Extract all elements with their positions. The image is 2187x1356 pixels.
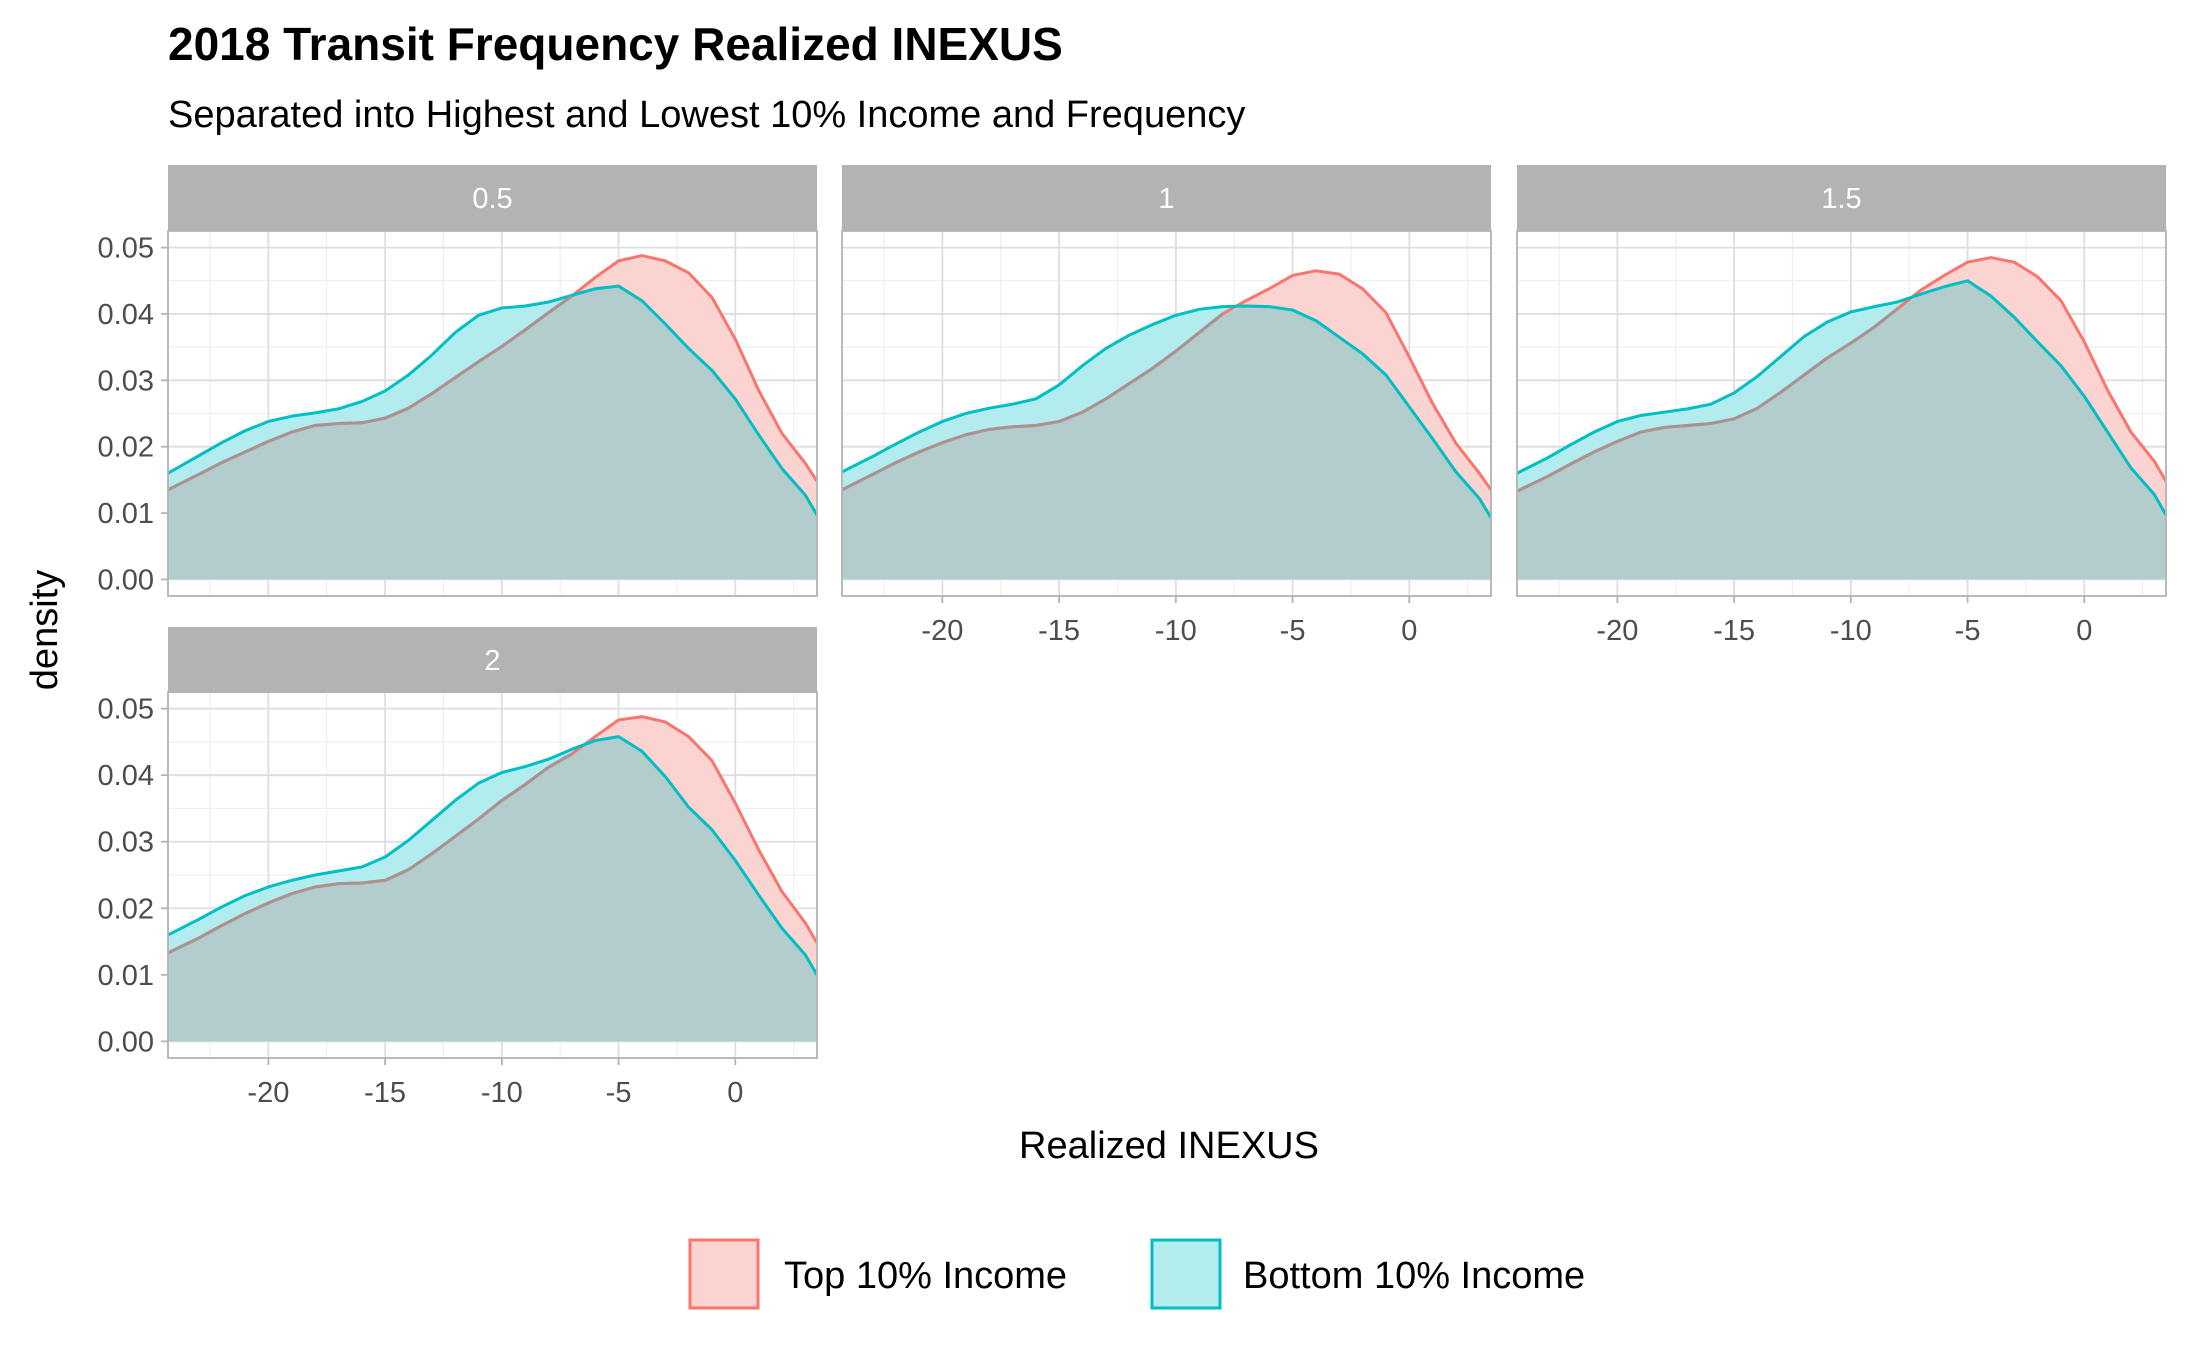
panel-border [167,691,818,1059]
facet-panel-1: 1 -20 -15 -10 -5 0 [841,165,1492,647]
x-tick-label: -15 [364,1077,406,1109]
facet-strip-label: 0.5 [472,183,512,215]
density-areas [168,254,817,580]
y-axis-title: density [24,570,66,690]
density-line-top-occluded [1517,307,1899,493]
x-tick-label: -20 [247,1077,289,1109]
facet-strip [1517,165,2166,231]
x-tick-label: -10 [1155,615,1197,647]
x-tick-label: -10 [481,1077,523,1109]
x-tick-label: -5 [606,1077,632,1109]
y-tick-label: 0.00 [98,564,154,596]
y-tick-label: 0.04 [98,760,154,792]
y-tick-label: 0.02 [98,893,154,925]
density-line-bottom [168,284,817,516]
density-overlap-area [842,305,1491,580]
y-tick-label: 0.00 [98,1026,154,1058]
y-tick-label: 0.04 [98,299,154,331]
y-tick-label: 0.05 [98,233,154,265]
x-tick-label: -15 [1713,615,1755,647]
legend: Top 10% Income Bottom 10% Income [688,1238,1585,1310]
facet-strip [842,165,1491,231]
legend-label-bottom: Bottom 10% Income [1243,1255,1585,1297]
y-tick-label: 0.01 [98,960,154,992]
panel-border [1516,230,2167,597]
y-tick-label: 0.03 [98,827,154,859]
panel-border [841,230,1492,597]
facet-panels: 0.5 0.00 0.01 0.02 0.03 0.04 0.05 1 -20 -15 -10 -5 0… [98,165,2167,1109]
legend-label-top: Top 10% Income [784,1255,1067,1297]
density-areas [842,269,1491,580]
chart-title: 2018 Transit Frequency Realized INEXUS [168,18,1063,70]
x-tick-label: -20 [1596,615,1638,647]
x-tick-label: 0 [1401,615,1417,647]
y-tick-label: 0.05 [98,694,154,726]
density-line-top-occluded [842,312,1224,492]
x-tick-label: 0 [727,1077,743,1109]
density-overlap-area [1517,280,2166,580]
y-tick-label: 0.03 [98,365,154,397]
legend-key-bottom [1150,1238,1222,1310]
x-tick-label: 0 [2076,615,2092,647]
density-line-bottom [842,304,1491,519]
facet-panel-2: 2 0.00 0.01 0.02 0.03 0.04 0.05 -20 -15 -10 -5 0 [98,627,818,1109]
y-tick-label: 0.01 [98,498,154,530]
density-overlap-area [168,286,817,580]
density-line-bottom [1517,279,2166,516]
x-tick-label: -5 [1955,615,1981,647]
x-tick-label: -15 [1038,615,1080,647]
panel-border [167,230,818,597]
chart-subtitle: Separated into Highest and Lowest 10% In… [168,94,1245,136]
legend-key-top [688,1238,760,1310]
x-axis-title: Realized INEXUS [1019,1125,1319,1167]
legend-item-bottom: Bottom 10% Income [1150,1238,1585,1310]
x-tick-label: -10 [1830,615,1872,647]
density-areas [1517,256,2166,580]
x-tick-label: -5 [1280,615,1306,647]
density-line-bottom [168,735,817,976]
facet-panel-0.5: 0.5 0.00 0.01 0.02 0.03 0.04 0.05 [98,165,818,597]
density-line-top-occluded [168,294,573,492]
density-line-top-occluded [168,752,573,955]
density-overlap-area [168,736,817,1042]
legend-item-top: Top 10% Income [688,1238,1067,1310]
facet-panel-1.5: 1.5 -20 -15 -10 -5 0 [1516,165,2167,647]
facet-strip-label: 1 [1158,183,1174,215]
facet-strip [168,165,817,231]
facet-strip-label: 1.5 [1821,183,1861,215]
facet-strip-label: 2 [484,645,500,677]
y-tick-label: 0.02 [98,432,154,464]
facet-strip [168,627,817,693]
density-areas [168,715,817,1042]
x-tick-label: -20 [921,615,963,647]
